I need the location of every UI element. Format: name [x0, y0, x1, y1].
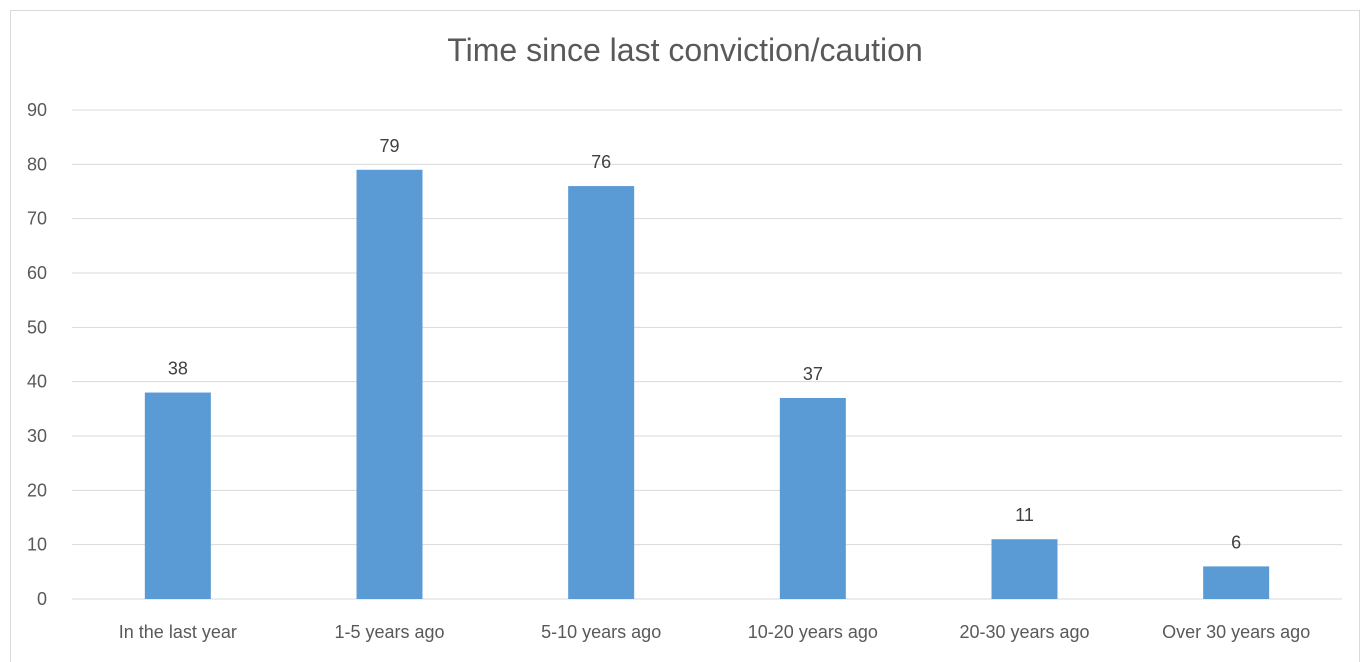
x-axis-tick-labels: In the last year 1-5 years ago 5-10 years … [119, 622, 1310, 642]
y-tick-label: 60 [27, 263, 47, 283]
x-tick-label: 10-20 years ago [748, 622, 878, 642]
y-tick-label: 30 [27, 426, 47, 446]
x-tick-label: 20-30 years ago [959, 622, 1089, 642]
bar [356, 169, 423, 599]
bars [144, 169, 1270, 600]
y-tick-label: 80 [27, 154, 47, 174]
y-tick-label: 70 [27, 209, 47, 229]
chart-title: Time since last conviction/caution [447, 32, 923, 68]
x-tick-label: 5-10 years ago [541, 622, 661, 642]
data-label: 76 [591, 152, 611, 172]
bar [1203, 566, 1270, 599]
gridlines [72, 109, 1342, 600]
data-label: 37 [803, 364, 823, 384]
data-label: 11 [1015, 505, 1034, 525]
chart-frame [10, 10, 1360, 662]
y-tick-label: 90 [27, 100, 47, 120]
x-tick-label: Over 30 years ago [1162, 622, 1310, 642]
data-labels: 38 79 76 37 11 6 [168, 136, 1241, 553]
y-tick-label: 40 [27, 372, 47, 392]
data-label: 38 [168, 359, 188, 379]
bar [991, 539, 1058, 599]
bar [568, 186, 635, 600]
x-tick-label: In the last year [119, 622, 237, 642]
y-tick-label: 0 [37, 589, 47, 609]
data-label: 6 [1231, 532, 1241, 552]
y-tick-label: 20 [27, 480, 47, 500]
bar [779, 397, 846, 599]
bar [144, 392, 211, 599]
data-label: 79 [379, 136, 399, 156]
x-tick-label: 1-5 years ago [334, 622, 444, 642]
y-tick-label: 50 [27, 317, 47, 337]
y-axis-tick-labels: 0 10 20 30 40 50 60 70 80 90 [27, 100, 47, 609]
y-tick-label: 10 [27, 535, 47, 555]
